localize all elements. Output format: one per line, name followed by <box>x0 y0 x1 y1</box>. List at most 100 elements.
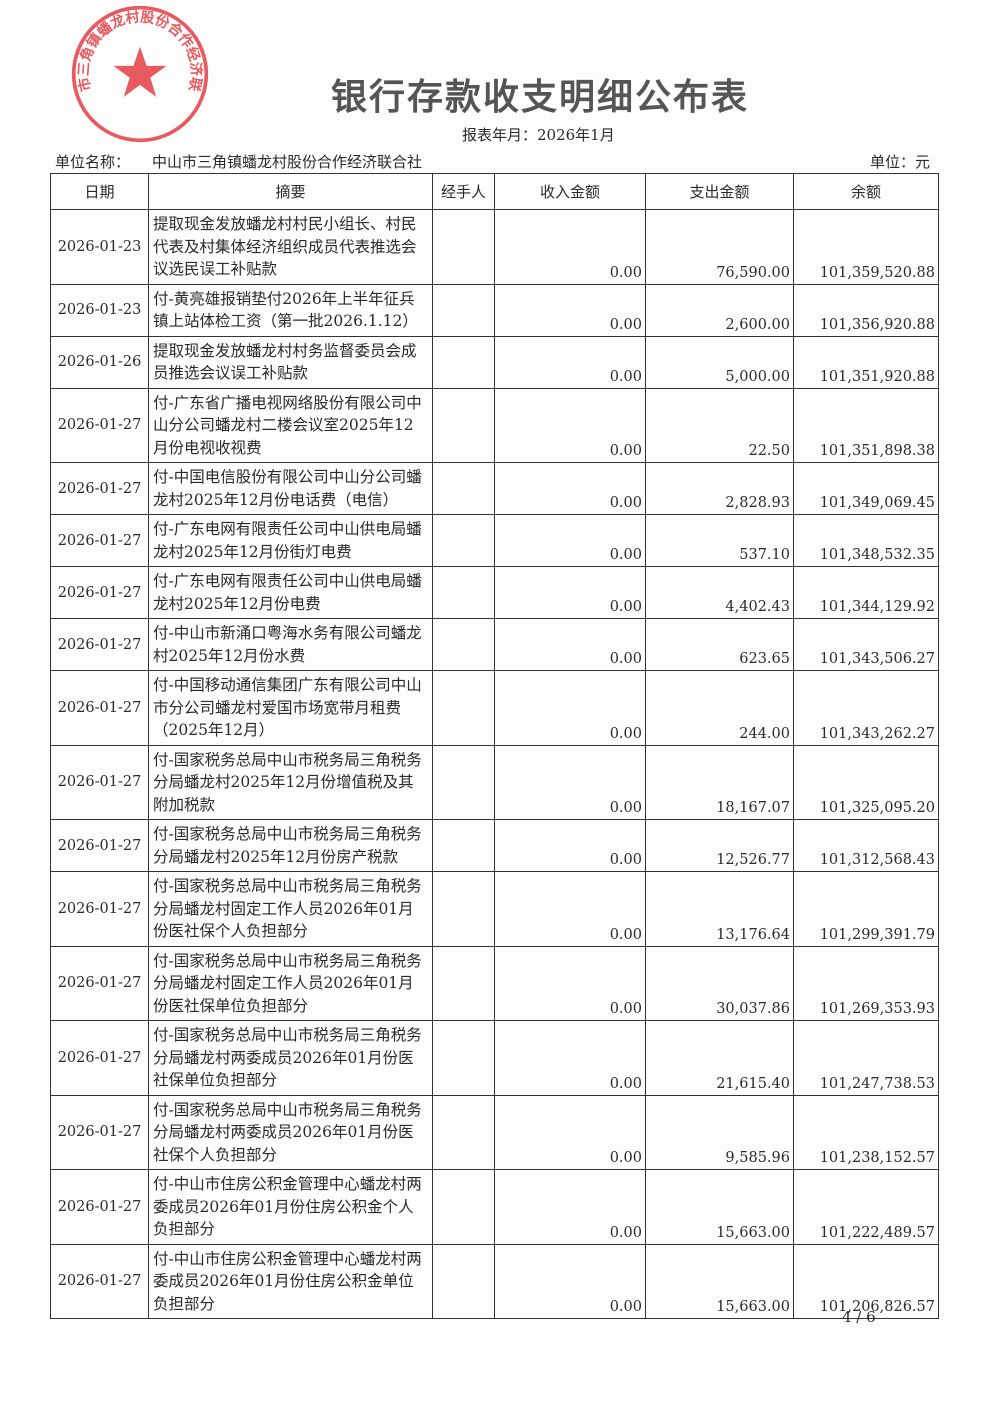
row-expense: 18,167.07 <box>645 744 794 820</box>
col-expense: 支出金额 <box>645 173 794 210</box>
row-expense: 2,600.00 <box>645 283 794 337</box>
row-summary: 付-中山市住房公积金管理中心蟠龙村两委成员2026年01月份住房公积金单位负担部… <box>148 1243 433 1319</box>
row-handler <box>432 566 495 619</box>
table-row: 2026-01-27 付-广东电网有限责任公司中山供电局蟠龙村2025年12月份街… <box>50 514 939 567</box>
row-date: 2026-01-23 <box>50 283 149 337</box>
document-title: 银行存款收支明细公布表 <box>330 77 749 118</box>
row-balance: 101,269,353.93 <box>793 945 939 1021</box>
row-handler <box>432 618 495 671</box>
table-header: 日期 摘要 经手人 收入金额 支出金额 余额 <box>50 173 939 210</box>
row-income: 0.00 <box>494 283 646 337</box>
table-row: 2026-01-27 付-中国移动通信集团广东有限公司中山市分公司蟠龙村爱国市场宽… <box>50 670 939 746</box>
row-expense: 5,000.00 <box>645 335 794 389</box>
table-row: 2026-01-27 付-国家税务总局中山市税务局三角税务分局蟠龙村2025年12… <box>50 819 939 872</box>
row-handler <box>432 283 495 337</box>
row-balance: 101,206,826.57 <box>793 1243 939 1319</box>
row-handler <box>432 744 495 820</box>
row-income: 0.00 <box>494 209 646 285</box>
row-summary: 付-国家税务总局中山市税务局三角税务分局蟠龙村2025年12月份房产税款 <box>148 819 433 872</box>
row-summary: 提取现金发放蟠龙村村务监督委员会成员推选会议误工补贴款 <box>148 335 433 389</box>
row-summary: 付-黄亮雄报销垫付2026年上半年征兵镇上站体检工资（第一批2026.1.12） <box>148 283 433 337</box>
row-date: 2026-01-27 <box>50 618 149 671</box>
table-row: 2026-01-27 付-中山市住房公积金管理中心蟠龙村两委成员2026年01月份… <box>50 1243 939 1319</box>
col-summary: 摘要 <box>148 173 433 210</box>
row-expense: 76,590.00 <box>645 209 794 285</box>
row-expense: 244.00 <box>645 670 794 746</box>
row-date: 2026-01-27 <box>50 1243 149 1319</box>
row-balance: 101,247,738.53 <box>793 1020 939 1096</box>
row-balance: 101,351,898.38 <box>793 387 939 463</box>
transaction-table: 日期 摘要 经手人 收入金额 支出金额 余额 2026-01-23 提取现金发放蟠… <box>50 173 939 1319</box>
table-row: 2026-01-26 提取现金发放蟠龙村村务监督委员会成员推选会议误工补贴款 0.0… <box>50 335 939 389</box>
row-balance: 101,348,532.35 <box>793 514 939 567</box>
table-row: 2026-01-27 付-广东省广播电视网络股份有限公司中山分公司蟠龙村二楼会议室… <box>50 387 939 463</box>
row-summary: 付-国家税务总局中山市税务局三角税务分局蟠龙村固定工作人员2026年01月份医社… <box>148 945 433 1021</box>
row-balance: 101,356,920.88 <box>793 283 939 337</box>
row-date: 2026-01-27 <box>50 744 149 820</box>
row-income: 0.00 <box>494 945 646 1021</box>
row-summary: 付-广东省广播电视网络股份有限公司中山分公司蟠龙村二楼会议室2025年12月份电… <box>148 387 433 463</box>
row-handler <box>432 462 495 515</box>
row-balance: 101,238,152.57 <box>793 1094 939 1170</box>
table-row: 2026-01-27 付-国家税务总局中山市税务局三角税务分局蟠龙村2025年12… <box>50 744 939 820</box>
row-date: 2026-01-27 <box>50 819 149 872</box>
row-expense: 15,663.00 <box>645 1243 794 1319</box>
row-date: 2026-01-27 <box>50 566 149 619</box>
table-row: 2026-01-27 付-广东电网有限责任公司中山供电局蟠龙村2025年12月份电… <box>50 566 939 619</box>
row-income: 0.00 <box>494 335 646 389</box>
row-summary: 付-中山市住房公积金管理中心蟠龙村两委成员2026年01月份住房公积金个人负担部… <box>148 1169 433 1245</box>
row-handler <box>432 335 495 389</box>
table-row: 2026-01-23 付-黄亮雄报销垫付2026年上半年征兵镇上站体检工资（第一批… <box>50 283 939 337</box>
row-expense: 4,402.43 <box>645 566 794 619</box>
row-date: 2026-01-27 <box>50 945 149 1021</box>
col-handler: 经手人 <box>432 173 495 210</box>
unit-name-label: 单位名称： <box>55 153 131 171</box>
row-date: 2026-01-27 <box>50 670 149 746</box>
row-handler <box>432 514 495 567</box>
row-date: 2026-01-27 <box>50 387 149 463</box>
col-date: 日期 <box>50 173 149 210</box>
row-balance: 101,349,069.45 <box>793 462 939 515</box>
row-balance: 101,343,262.27 <box>793 670 939 746</box>
row-income: 0.00 <box>494 744 646 820</box>
row-expense: 13,176.64 <box>645 871 794 947</box>
row-income: 0.00 <box>494 819 646 872</box>
row-expense: 21,615.40 <box>645 1020 794 1096</box>
row-handler <box>432 1243 495 1319</box>
table-row: 2026-01-27 付-国家税务总局中山市税务局三角税务分局蟠龙村两委成员202… <box>50 1094 939 1170</box>
row-handler <box>432 1169 495 1245</box>
unit-name-line: 单位名称： 中山市三角镇蟠龙村股份合作经济联合社 <box>55 151 444 172</box>
row-expense: 623.65 <box>645 618 794 671</box>
report-period: 报表年月：2026年1月 <box>462 126 615 144</box>
col-income: 收入金额 <box>494 173 646 210</box>
row-handler <box>432 670 495 746</box>
row-summary: 付-中国移动通信集团广东有限公司中山市分公司蟠龙村爱国市场宽带月租费（2025年… <box>148 670 433 746</box>
row-income: 0.00 <box>494 670 646 746</box>
row-date: 2026-01-27 <box>50 514 149 567</box>
row-expense: 30,037.86 <box>645 945 794 1021</box>
row-income: 0.00 <box>494 871 646 947</box>
row-income: 0.00 <box>494 1243 646 1319</box>
table-row: 2026-01-27 付-国家税务总局中山市税务局三角税务分局蟠龙村两委成员202… <box>50 1020 939 1096</box>
table-row: 2026-01-27 付-国家税务总局中山市税务局三角税务分局蟠龙村固定工作人员2… <box>50 871 939 947</box>
row-balance: 101,359,520.88 <box>793 209 939 285</box>
row-expense: 9,585.96 <box>645 1094 794 1170</box>
row-income: 0.00 <box>494 1094 646 1170</box>
row-date: 2026-01-27 <box>50 1094 149 1170</box>
col-balance: 余额 <box>793 173 939 210</box>
row-income: 0.00 <box>494 387 646 463</box>
table-row: 2026-01-27 付-中山市新涌口粤海水务有限公司蟠龙村2025年12月份水费… <box>50 618 939 671</box>
row-date: 2026-01-27 <box>50 462 149 515</box>
row-balance: 101,344,129.92 <box>793 566 939 619</box>
page-number: 4 / 6 <box>842 1308 876 1326</box>
unit-name: 中山市三角镇蟠龙村股份合作经济联合社 <box>152 153 423 171</box>
row-date: 2026-01-27 <box>50 1169 149 1245</box>
table-row: 2026-01-27 付-国家税务总局中山市税务局三角税务分局蟠龙村固定工作人员2… <box>50 945 939 1021</box>
row-balance: 101,299,391.79 <box>793 871 939 947</box>
row-summary: 付-广东电网有限责任公司中山供电局蟠龙村2025年12月份电费 <box>148 566 433 619</box>
row-handler <box>432 871 495 947</box>
row-balance: 101,222,489.57 <box>793 1169 939 1245</box>
row-handler <box>432 209 495 285</box>
row-handler <box>432 819 495 872</box>
row-expense: 12,526.77 <box>645 819 794 872</box>
